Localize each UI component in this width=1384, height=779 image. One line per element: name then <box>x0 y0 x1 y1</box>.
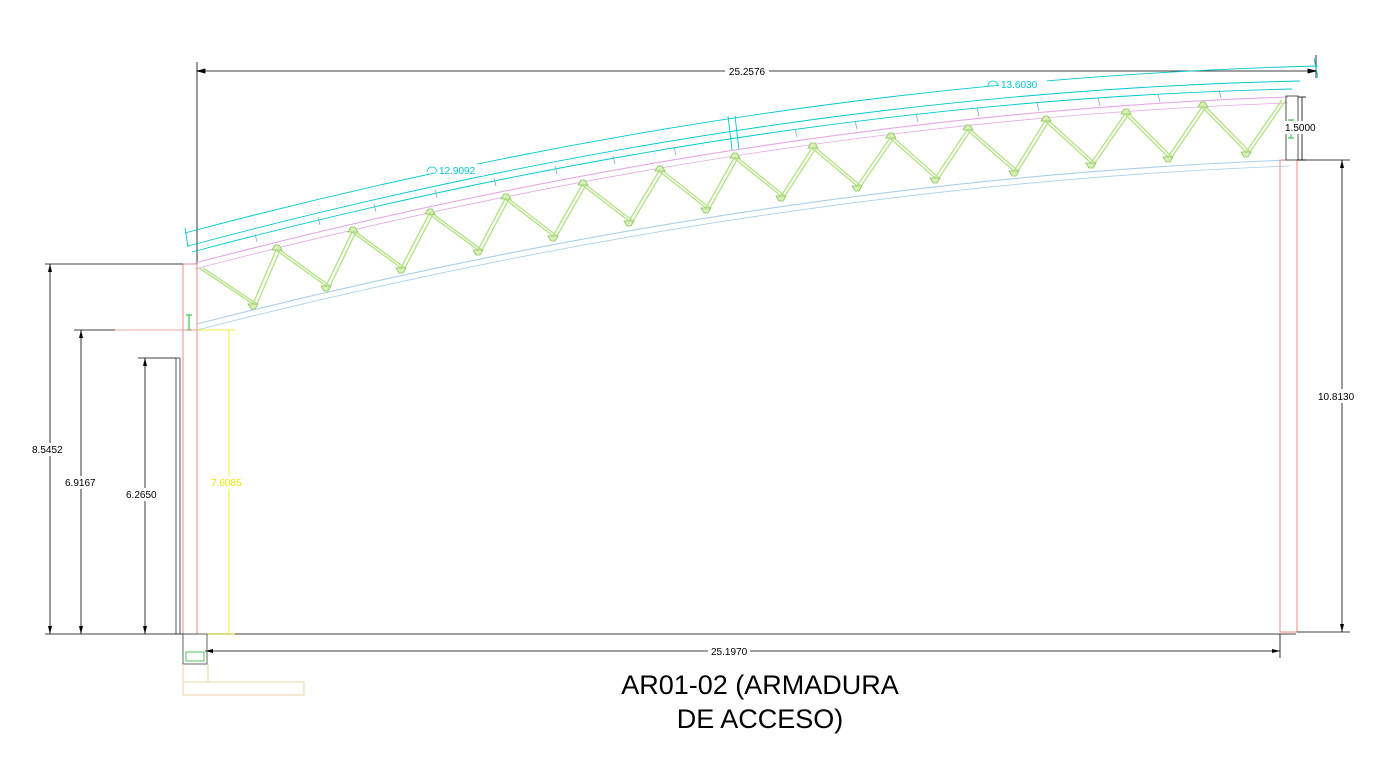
left-support <box>115 263 198 635</box>
bottom-chord-inner <box>196 165 1291 331</box>
cover-ticks <box>254 89 1222 243</box>
right-depth-label: 1.5000 <box>1285 123 1316 134</box>
truss-gusset-plates <box>247 101 1252 310</box>
left-height-outer-label: 8.5452 <box>32 445 63 456</box>
top-chord-inner <box>194 102 1289 270</box>
arc-left-label: 12.9092 <box>439 166 476 177</box>
top-span-label: 25.2576 <box>729 67 766 78</box>
drawing-title-line1: AR01-02 (ARMADURA <box>621 670 899 700</box>
arc-right-label: 13.6030 <box>1001 80 1038 91</box>
truss-web <box>198 99 1287 306</box>
left-dimensions <box>45 263 1296 635</box>
top-chord <box>194 96 1289 264</box>
drawing-title-line2: DE ACCESO) <box>676 704 844 734</box>
left-height-mid-label: 6.9167 <box>65 478 96 489</box>
left-column-label: 7.6085 <box>211 478 242 489</box>
base-footing <box>182 633 305 696</box>
left-height-inner-label: 6.2650 <box>126 490 157 501</box>
right-height-label: 10.8130 <box>1318 392 1355 403</box>
right-support <box>1279 95 1299 633</box>
roof-cover <box>184 57 1319 253</box>
bottom-chord <box>196 159 1291 325</box>
bottom-span-label: 25.1970 <box>711 647 748 658</box>
